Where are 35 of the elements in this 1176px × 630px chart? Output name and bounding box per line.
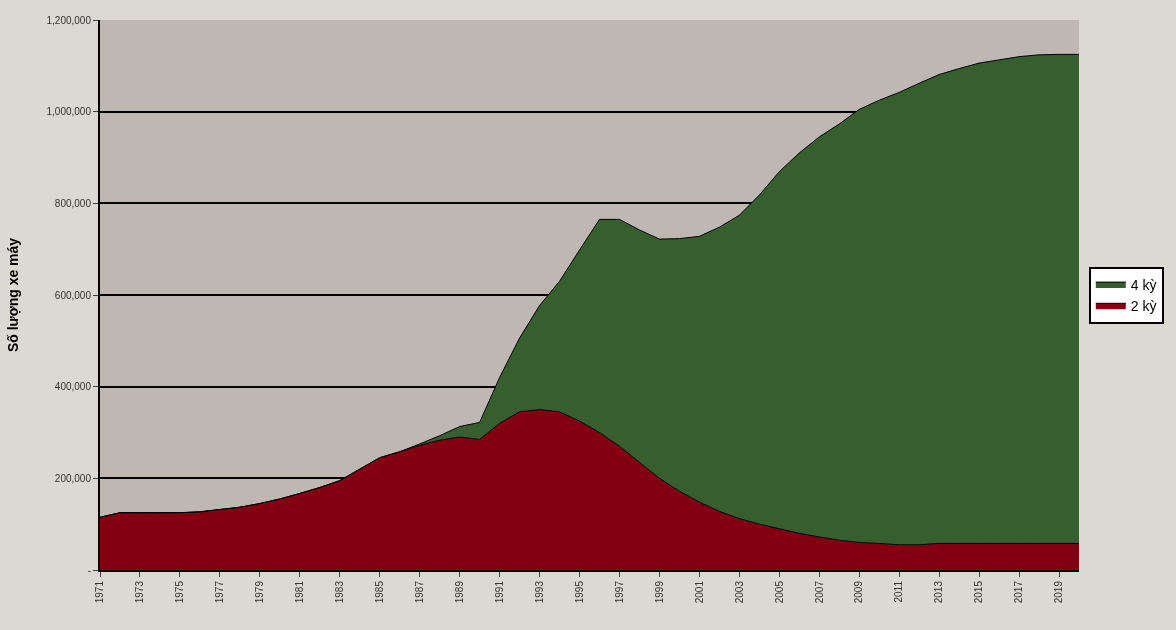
y-tick-label: 1,000,000 (46, 106, 92, 118)
x-tick-label: 1977 (214, 580, 226, 604)
x-tick-label: 2007 (813, 580, 825, 604)
y-tick-label: 1,200,000 (46, 14, 92, 26)
x-tick-label: 2009 (853, 580, 865, 604)
x-tick-label: 1981 (294, 580, 306, 604)
x-tick-label: 2001 (693, 580, 705, 604)
legend-label: 2 kỳ (1130, 297, 1157, 314)
x-tick-label: 1993 (533, 580, 545, 604)
y-tick-label: 200,000 (54, 472, 92, 484)
x-tick-label: 1991 (493, 580, 505, 604)
y-axis-title: Số lượng xe máy (4, 237, 21, 353)
x-tick-label: 2017 (1013, 580, 1025, 604)
x-tick-label: 1975 (174, 580, 186, 604)
x-tick-label: 2019 (1053, 580, 1065, 604)
x-tick-label: 1973 (134, 580, 146, 604)
x-tick-label: 1997 (613, 580, 625, 604)
x-tick-label: 1999 (653, 580, 665, 604)
x-tick-label: 1979 (254, 580, 266, 604)
y-tick-label: 400,000 (54, 381, 92, 393)
x-tick-label: 1987 (413, 580, 425, 604)
x-tick-label: 2011 (893, 580, 905, 603)
y-tick-label: 600,000 (54, 289, 92, 301)
y-tick-label: 800,000 (54, 197, 92, 209)
x-tick-label: 2003 (733, 580, 745, 604)
x-tick-label: 1985 (373, 580, 385, 604)
x-tick-label: 1995 (573, 580, 585, 604)
x-tick-label: 1983 (334, 580, 346, 604)
x-tick-label: 2015 (973, 580, 985, 604)
x-tick-label: 2005 (773, 580, 785, 604)
y-tick-label: - (87, 564, 91, 576)
x-tick-label: 2013 (933, 580, 945, 604)
x-tick-label: 1971 (94, 580, 106, 604)
legend-label: 4 kỳ (1130, 276, 1157, 293)
x-tick-label: 1989 (453, 580, 465, 604)
